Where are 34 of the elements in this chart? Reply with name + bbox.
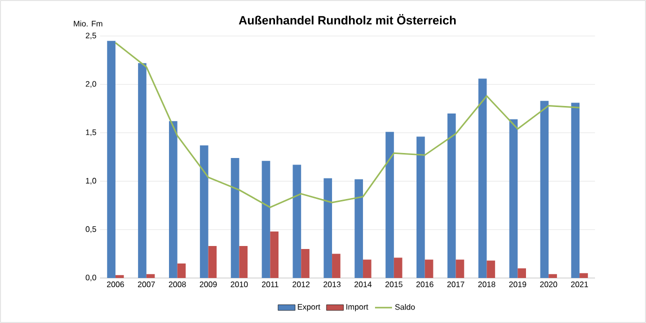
bar (115, 275, 124, 278)
bar (230, 158, 240, 278)
bar (138, 63, 146, 278)
bar (416, 136, 425, 278)
bar (362, 260, 372, 278)
bar (571, 102, 580, 278)
bar (394, 258, 402, 278)
bar (354, 179, 363, 278)
bar (239, 246, 248, 278)
bar (200, 145, 208, 278)
bar (540, 100, 549, 278)
bar (518, 268, 526, 278)
bar (146, 274, 155, 278)
bar (168, 121, 178, 278)
bar (107, 40, 116, 278)
bar (262, 160, 270, 278)
bar (424, 260, 434, 278)
bar (208, 246, 217, 278)
bar (478, 78, 487, 278)
bar (509, 119, 518, 278)
bar (177, 263, 186, 278)
chart-title: Außenhandel Rundholz mit Österreich (238, 14, 456, 24)
bar (580, 273, 588, 278)
bar (332, 254, 340, 278)
line-series (114, 42, 580, 208)
bar (447, 113, 456, 278)
bar (456, 260, 464, 278)
bar (386, 132, 394, 278)
bar (324, 178, 332, 278)
bar (301, 248, 310, 278)
bar (270, 232, 279, 278)
bar (548, 274, 557, 278)
bar (486, 260, 496, 278)
bar (292, 164, 302, 278)
